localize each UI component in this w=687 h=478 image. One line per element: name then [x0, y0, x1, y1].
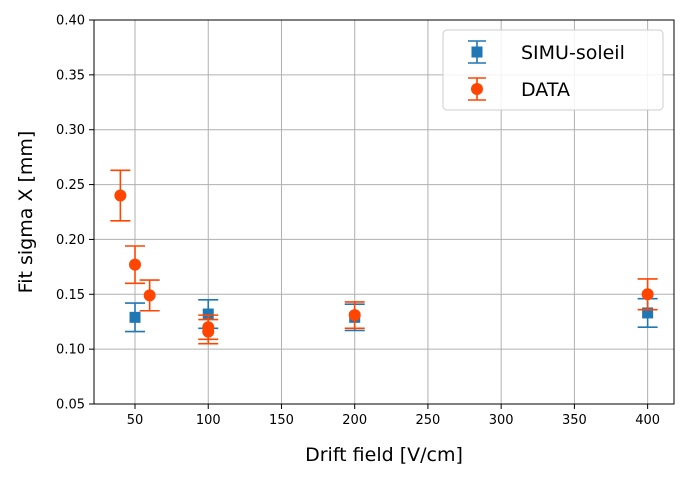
data-point	[641, 288, 654, 301]
data-point	[642, 307, 654, 319]
x-axis-label: Drift field [V/cm]	[305, 444, 463, 466]
legend: SIMU-soleil DATA	[442, 29, 664, 111]
y-tick-label: 0.35	[56, 68, 85, 83]
y-tick-label: 0.05	[56, 398, 85, 413]
y-axis-label: Fit sigma X [mm]	[15, 131, 37, 294]
data-point	[129, 311, 141, 323]
y-tick-label: 0.25	[56, 178, 85, 193]
y-tick-label: 0.20	[56, 233, 85, 248]
data-point	[348, 309, 361, 322]
legend-entry: SIMU-soleil	[468, 40, 625, 64]
series-data	[110, 169, 658, 345]
y-tick-label: 0.30	[56, 123, 85, 138]
x-tick-label: 400	[635, 413, 660, 428]
x-tick-label: 50	[127, 413, 144, 428]
plot-series	[110, 169, 658, 345]
legend-box	[442, 29, 664, 111]
data-point	[143, 289, 156, 302]
data-point	[202, 308, 214, 320]
y-tick-label: 0.40	[56, 14, 85, 29]
data-point	[129, 258, 142, 271]
legend-entry: DATA	[468, 77, 570, 101]
legend-marker	[471, 83, 483, 95]
data-point	[202, 325, 215, 338]
plot-frame	[93, 19, 675, 405]
x-tick-label: 350	[562, 413, 587, 428]
x-tick-label: 150	[269, 413, 294, 428]
y-tick-label: 0.15	[56, 288, 85, 303]
axis-ticks: 50 100 150 200 250 300 350 400 0.05 0.10 0.15 0.20 0…	[56, 14, 660, 429]
legend-label: SIMU-soleil	[521, 42, 625, 64]
y-tick-label: 0.10	[56, 343, 85, 358]
data-point	[114, 189, 127, 202]
legend-marker	[471, 46, 483, 58]
x-tick-label: 300	[489, 413, 514, 428]
x-tick-label: 250	[416, 413, 441, 428]
x-tick-label: 200	[342, 413, 367, 428]
legend-label: DATA	[521, 79, 570, 101]
x-tick-label: 100	[196, 413, 221, 428]
